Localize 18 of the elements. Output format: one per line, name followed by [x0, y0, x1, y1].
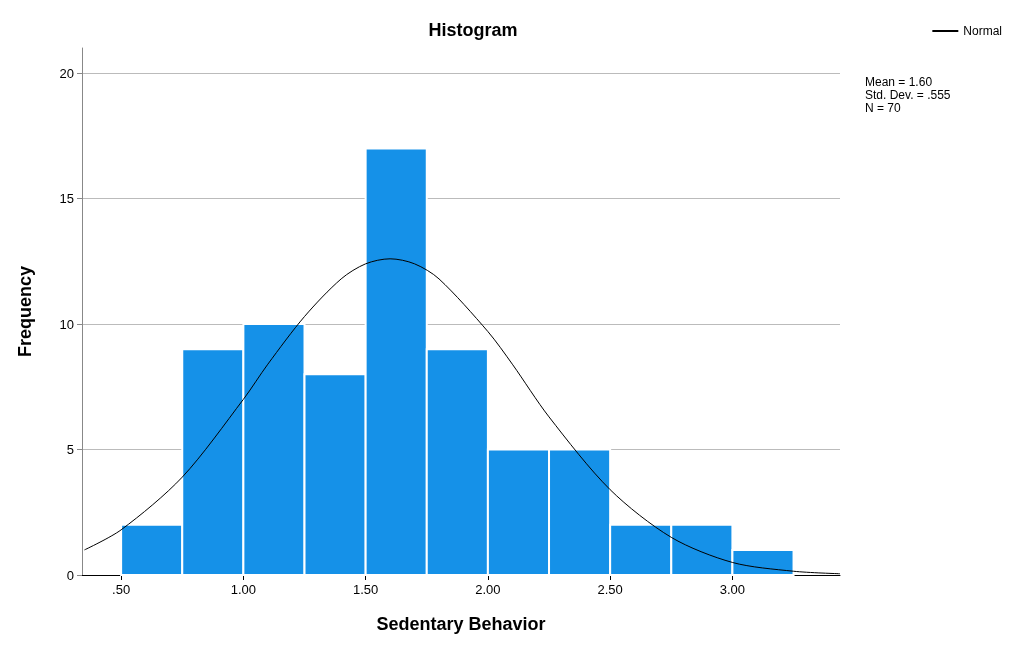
y-tick-label: 20 — [59, 65, 74, 81]
x-tick-label: 3.00 — [719, 582, 746, 597]
x-tick-label: .50 — [112, 582, 131, 597]
text: Mean = 1.60 — [865, 75, 933, 89]
x-tick-label: 1.50 — [352, 582, 379, 597]
y-tick-label: 15 — [59, 191, 74, 207]
chart-title: Histogram — [428, 20, 518, 40]
legend-label: Normal — [963, 24, 1002, 38]
y-tick-label: 10 — [59, 316, 74, 332]
x-axis-title: Sedentary Behavior — [376, 614, 546, 634]
x-tick-label: 2.50 — [597, 582, 623, 597]
text: Std. Dev. = .555 — [865, 88, 951, 102]
y-tick-label: 5 — [66, 442, 74, 458]
y-tick-label: 0 — [66, 567, 74, 583]
x-tick-label: 2.00 — [475, 582, 501, 597]
x-tick-label: 1.00 — [230, 582, 257, 597]
y-axis-title: Frequency — [15, 265, 35, 358]
text: N = 70 — [865, 101, 902, 115]
